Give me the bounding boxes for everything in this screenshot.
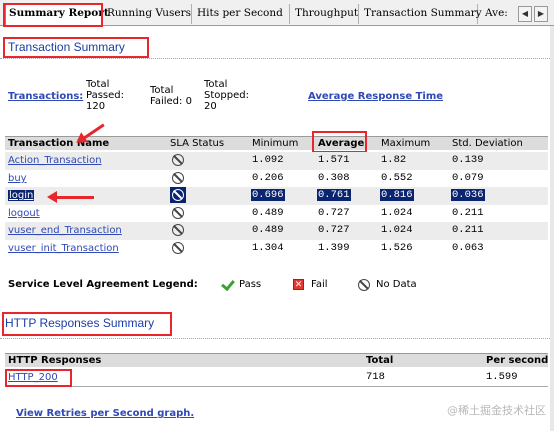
cell-maximum: 0.816	[380, 189, 414, 201]
no-data-icon	[358, 279, 370, 291]
tab-average[interactable]: Ave:	[485, 7, 508, 19]
cell-std-deviation: 0.139	[452, 154, 484, 166]
total-stopped-value: 20	[204, 101, 217, 112]
tab-throughput[interactable]: Throughput	[292, 4, 359, 24]
no-data-icon	[172, 189, 184, 201]
cell-minimum: 0.696	[251, 189, 285, 201]
total-stopped-label: Total Stopped:	[204, 79, 249, 101]
col-per-second[interactable]: Per second	[486, 355, 549, 366]
divider	[0, 338, 554, 339]
table-row[interactable]: vuser_init_Transaction 1.304 1.399 1.526…	[5, 240, 548, 258]
cell-minimum: 0.489	[252, 224, 284, 236]
cell-average: 1.399	[318, 242, 350, 254]
table-row[interactable]: HTTP_200 718 1.599	[5, 369, 548, 387]
cell-minimum: 0.206	[252, 172, 284, 184]
sla-legend-no-data: No Data	[376, 279, 417, 290]
scrollbar[interactable]	[550, 26, 554, 431]
average-response-time-link[interactable]: Average Response Time	[308, 91, 444, 102]
no-data-icon	[172, 172, 184, 184]
total-failed-label: Total Failed:	[150, 85, 183, 107]
cell-maximum: 1.526	[381, 242, 413, 254]
table-row[interactable]: vuser_end_Transaction 0.489 0.727 1.024 …	[5, 222, 548, 240]
total-failed: Total Failed: 0	[150, 85, 202, 107]
cell-std-deviation: 0.036	[451, 189, 485, 201]
transaction-name-link[interactable]: vuser_end_Transaction	[8, 225, 122, 236]
total-passed-value: 120	[86, 101, 106, 112]
tab-scroll-right-icon[interactable]: ▶	[534, 6, 548, 22]
col-std-deviation[interactable]: Std. Deviation	[452, 138, 523, 149]
watermark: @稀土掘金技术社区	[447, 404, 546, 417]
sla-status-selected	[170, 187, 186, 203]
cell-std-deviation: 0.211	[452, 224, 484, 236]
cell-std-deviation: 0.063	[452, 242, 484, 254]
http-response-link[interactable]: HTTP_200	[8, 372, 58, 383]
cell-maximum: 1.024	[381, 224, 413, 236]
transaction-name-link[interactable]: buy	[8, 173, 27, 184]
tab-running-vusers[interactable]: Running Vusers	[104, 4, 192, 24]
cell-minimum: 1.092	[252, 154, 284, 166]
cell-std-deviation: 0.211	[452, 207, 484, 219]
transaction-table-header: Transaction Name SLA Status Minimum Aver…	[5, 136, 548, 150]
transaction-summary-title: Transaction Summary	[8, 40, 125, 54]
total-stopped: Total Stopped: 20	[204, 79, 260, 112]
cell-per-second: 1.599	[486, 371, 518, 383]
cell-minimum: 0.489	[252, 207, 284, 219]
no-data-icon	[172, 207, 184, 219]
sla-legend-label: Service Level Agreement Legend:	[8, 279, 198, 290]
pass-check-icon	[221, 276, 235, 292]
fail-x-icon: ✕	[293, 279, 304, 290]
sla-legend-fail: Fail	[311, 279, 328, 290]
tab-bar: Summary Report Running Vusers Hits per S…	[0, 0, 554, 26]
transaction-name-link[interactable]: login	[8, 190, 35, 201]
cell-maximum: 1.82	[381, 154, 407, 166]
tab-transaction-summary[interactable]: Transaction Summary	[361, 4, 482, 24]
cell-maximum: 1.024	[381, 207, 413, 219]
annotation-arrow-login	[47, 191, 94, 203]
cell-average: 1.571	[318, 154, 350, 166]
col-total[interactable]: Total	[366, 355, 394, 366]
table-row[interactable]: Action_Transaction 1.092 1.571 1.82 0.13…	[5, 152, 548, 170]
cell-average: 0.727	[318, 207, 350, 219]
view-retries-link[interactable]: View Retries per Second graph.	[16, 408, 195, 419]
table-row-selected[interactable]: login 0.696 0.761 0.816 0.036	[5, 187, 548, 205]
tab-scroll-left-icon[interactable]: ◀	[518, 6, 532, 22]
table-row[interactable]: buy 0.206 0.308 0.552 0.079	[5, 170, 548, 188]
no-data-icon	[172, 224, 184, 236]
cell-average: 0.308	[318, 172, 350, 184]
col-average[interactable]: Average	[318, 138, 365, 149]
tab-hits-per-second[interactable]: Hits per Second	[194, 4, 290, 24]
transactions-link[interactable]: Transactions:	[8, 91, 84, 102]
col-minimum[interactable]: Minimum	[252, 138, 299, 149]
divider	[0, 58, 554, 59]
transaction-name-link[interactable]: vuser_init_Transaction	[8, 243, 119, 254]
cell-minimum: 1.304	[252, 242, 284, 254]
cell-std-deviation: 0.079	[452, 172, 484, 184]
http-responses-summary-title: HTTP Responses Summary	[5, 316, 155, 330]
no-data-icon	[172, 154, 184, 166]
col-http-responses[interactable]: HTTP Responses	[8, 355, 102, 366]
cell-average: 0.761	[317, 189, 351, 201]
table-row[interactable]: logout 0.489 0.727 1.024 0.211	[5, 205, 548, 223]
tab-summary-report[interactable]: Summary Report	[5, 3, 109, 25]
col-sla-status[interactable]: SLA Status	[170, 138, 225, 149]
total-passed: Total Passed: 120	[86, 79, 138, 112]
sla-legend-pass: Pass	[239, 279, 262, 290]
no-data-icon	[172, 242, 184, 254]
transaction-name-link[interactable]: logout	[8, 208, 40, 219]
cell-average: 0.727	[318, 224, 350, 236]
http-table-header: HTTP Responses Total Per second	[5, 353, 548, 367]
cell-total: 718	[366, 371, 385, 383]
col-transaction-name[interactable]: Transaction Name	[8, 138, 110, 149]
total-failed-value: 0	[185, 96, 192, 107]
total-passed-label: Total Passed:	[86, 79, 124, 101]
col-maximum[interactable]: Maximum	[381, 138, 431, 149]
cell-maximum: 0.552	[381, 172, 413, 184]
transaction-name-link[interactable]: Action_Transaction	[8, 155, 102, 166]
